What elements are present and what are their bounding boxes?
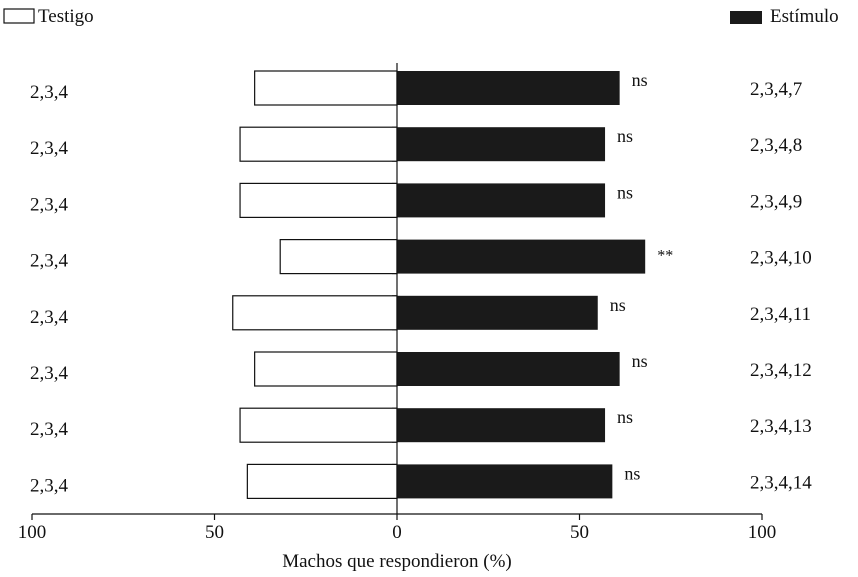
significance-label: ** (657, 248, 673, 265)
bar-estimulo (397, 71, 620, 105)
x-axis-title: Machos que respondieron (%) (282, 551, 512, 572)
bar-testigo (239, 126, 398, 162)
bar-estimulo (397, 127, 606, 162)
category-label-left: 2,3,4 (30, 475, 69, 496)
category-label-left: 2,3,4 (30, 363, 69, 384)
bar-testigo (239, 407, 398, 443)
bar-testigo (279, 239, 398, 275)
bar-testigo (246, 463, 398, 499)
legend-swatch-testigo (3, 8, 35, 24)
bar-testigo (254, 70, 398, 106)
x-tick-label: 100 (18, 522, 47, 543)
category-label-left: 2,3,4 (30, 251, 69, 272)
category-label-right: 2,3,4,12 (750, 360, 812, 381)
category-label-left: 2,3,4 (30, 194, 69, 215)
category-label-right: 2,3,4,8 (750, 135, 802, 156)
bar-estimulo (397, 295, 598, 330)
category-label-right: 2,3,4,10 (750, 248, 812, 269)
category-label-left: 2,3,4 (30, 419, 69, 440)
x-tick-label: 0 (392, 522, 402, 543)
significance-label: ns (632, 351, 648, 371)
significance-label: ns (632, 70, 648, 90)
bar-testigo (232, 295, 398, 331)
legend: Testigo Estímulo (3, 6, 839, 27)
legend-label-testigo: Testigo (38, 6, 94, 27)
bar-testigo (239, 182, 398, 218)
bar-testigo (254, 351, 398, 387)
category-label-left: 2,3,4 (30, 138, 69, 159)
significance-label: ns (617, 182, 633, 202)
significance-label: ns (624, 463, 640, 483)
category-label-left: 2,3,4 (30, 82, 69, 103)
significance-label: ns (617, 407, 633, 427)
category-label-right: 2,3,4,11 (750, 304, 811, 325)
bar-estimulo (397, 464, 613, 499)
legend-label-estimulo: Estímulo (770, 6, 839, 27)
x-tick-label: 50 (205, 522, 224, 543)
significance-label: ns (610, 295, 626, 315)
category-label-right: 2,3,4,7 (750, 79, 802, 100)
legend-swatch-estimulo (730, 11, 762, 24)
bar-estimulo (397, 183, 606, 218)
x-tick-label: 50 (570, 522, 589, 543)
bar-estimulo (397, 408, 606, 443)
category-label-left: 2,3,4 (30, 307, 69, 328)
category-label-right: 2,3,4,9 (750, 191, 802, 212)
category-label-right: 2,3,4,14 (750, 472, 812, 493)
x-tick-label: 100 (748, 522, 777, 543)
bar-estimulo (397, 239, 646, 274)
bar-estimulo (397, 352, 620, 386)
significance-label: ns (617, 126, 633, 146)
category-label-right: 2,3,4,13 (750, 416, 812, 437)
